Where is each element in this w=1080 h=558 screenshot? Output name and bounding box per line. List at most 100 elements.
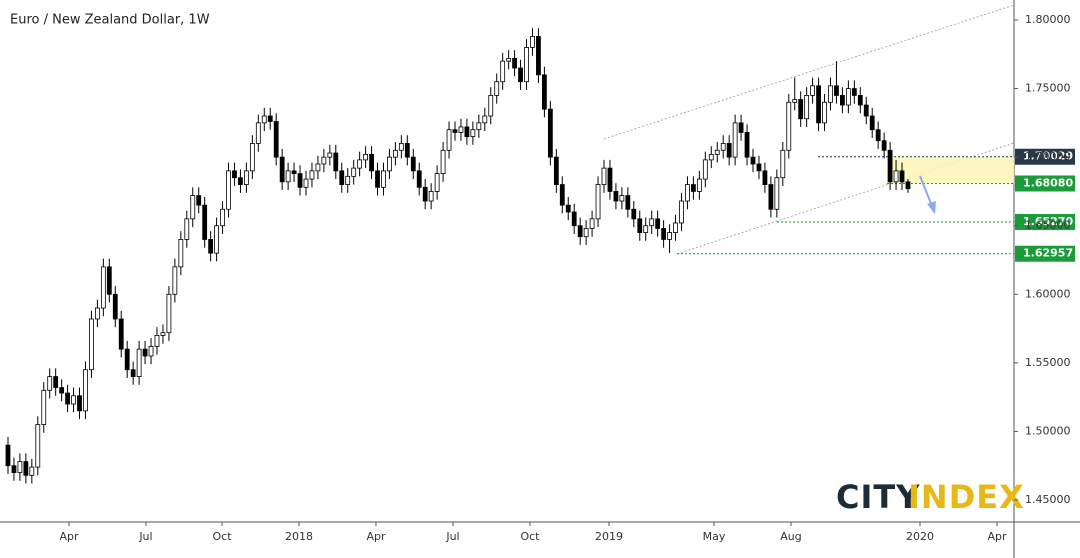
- candle-body: [816, 85, 821, 124]
- candle-body: [500, 60, 506, 83]
- candle-body: [118, 318, 124, 350]
- candle-body: [875, 129, 881, 142]
- candle-body: [339, 170, 345, 185]
- candle-body: [774, 177, 780, 210]
- candle-body: [738, 122, 744, 133]
- candle-body: [851, 88, 857, 96]
- candle-body: [619, 195, 625, 202]
- candle-body: [607, 167, 613, 192]
- candle-body: [100, 266, 106, 309]
- candle-body: [863, 104, 869, 117]
- x-tick-label: 2020: [906, 530, 934, 543]
- candle-body: [512, 57, 517, 69]
- candle-body: [428, 191, 434, 202]
- y-tick-label: 1.55000: [1025, 356, 1071, 369]
- candle-body: [440, 149, 446, 174]
- candle-body: [464, 126, 470, 137]
- candle-body: [273, 121, 279, 158]
- x-tick-label: Apr: [366, 530, 386, 543]
- candle-body: [601, 167, 607, 185]
- y-tick-label: 1.60000: [1025, 287, 1071, 300]
- candle-body: [810, 85, 816, 96]
- candle-body: [333, 152, 339, 172]
- candle-body: [363, 153, 368, 161]
- x-tick-label: 2019: [595, 530, 623, 543]
- candle-body: [166, 293, 172, 334]
- candle-body: [71, 395, 76, 405]
- candle-body: [714, 149, 720, 155]
- candle-body: [780, 149, 786, 179]
- candle-body: [136, 348, 142, 377]
- candle-body: [142, 348, 148, 357]
- candle-body: [756, 163, 762, 172]
- candle-body: [530, 36, 535, 48]
- candle-body: [661, 228, 667, 240]
- candle-body: [357, 159, 363, 169]
- candle-body: [643, 225, 649, 233]
- candle-body: [804, 95, 810, 120]
- candle-body: [744, 132, 750, 158]
- candle-body: [29, 466, 35, 476]
- candle-body: [458, 126, 464, 133]
- candle-body: [613, 191, 619, 202]
- candle-body: [452, 129, 458, 133]
- arrow-head: [927, 201, 936, 214]
- x-tick-label: Oct: [212, 530, 232, 543]
- chart-title: Euro / New Zealand Dollar, 1W: [10, 13, 210, 28]
- candle-body: [83, 369, 88, 412]
- candle-body: [112, 293, 118, 320]
- candle-body: [327, 152, 333, 158]
- candle-body: [494, 81, 500, 96]
- candle-body: [11, 465, 17, 473]
- candle-body: [726, 143, 732, 158]
- candle-body: [762, 170, 768, 185]
- candle-body: [154, 335, 160, 347]
- candle-body: [23, 461, 29, 476]
- x-tick-label: Jul: [138, 530, 152, 543]
- candle-body: [631, 208, 637, 220]
- candle-body: [59, 387, 65, 394]
- candle-body: [124, 348, 130, 371]
- candle-body: [220, 208, 225, 227]
- candle-body: [17, 461, 23, 473]
- channel-line: [676, 142, 1015, 255]
- candle-body: [375, 170, 380, 188]
- candle-body: [249, 143, 255, 172]
- x-tick-label: Aug: [780, 530, 801, 543]
- candle-body: [506, 57, 512, 62]
- x-tick-label: Apr: [59, 530, 79, 543]
- x-tick-label: May: [703, 530, 726, 543]
- candle-body: [434, 173, 440, 192]
- candle-body: [94, 307, 100, 320]
- y-tick-label: 1.75000: [1025, 82, 1071, 95]
- candle-body: [53, 376, 59, 388]
- candle-body: [190, 195, 196, 220]
- candle-body: [881, 140, 887, 151]
- candle-body: [41, 389, 47, 425]
- candle-body: [148, 345, 154, 357]
- candle-body: [857, 95, 863, 106]
- candle-body: [89, 318, 94, 371]
- candle-body: [446, 129, 452, 151]
- levels: 1.70029 1.68080 1.65270 1.62957: [677, 148, 1075, 262]
- candle-body: [410, 156, 416, 172]
- candle-body: [524, 47, 529, 83]
- candle-body: [297, 173, 303, 188]
- candle-body: [47, 376, 53, 391]
- candle-body: [369, 153, 374, 172]
- y-tick-label: 1.50000: [1025, 424, 1071, 437]
- candle-body: [488, 95, 494, 117]
- candle-body: [655, 218, 661, 229]
- candle-body: [285, 170, 291, 183]
- level-label: 1.62957: [1023, 247, 1073, 260]
- candle-body: [673, 222, 678, 233]
- logo-index: INDEX: [908, 478, 1025, 516]
- level-label: 1.65270: [1023, 215, 1073, 228]
- candle-body: [822, 101, 827, 124]
- logo-city: CITY: [836, 478, 920, 516]
- candle-body: [559, 184, 565, 206]
- candle-body: [869, 115, 875, 131]
- candle-body: [345, 175, 351, 185]
- candle-body: [303, 178, 309, 188]
